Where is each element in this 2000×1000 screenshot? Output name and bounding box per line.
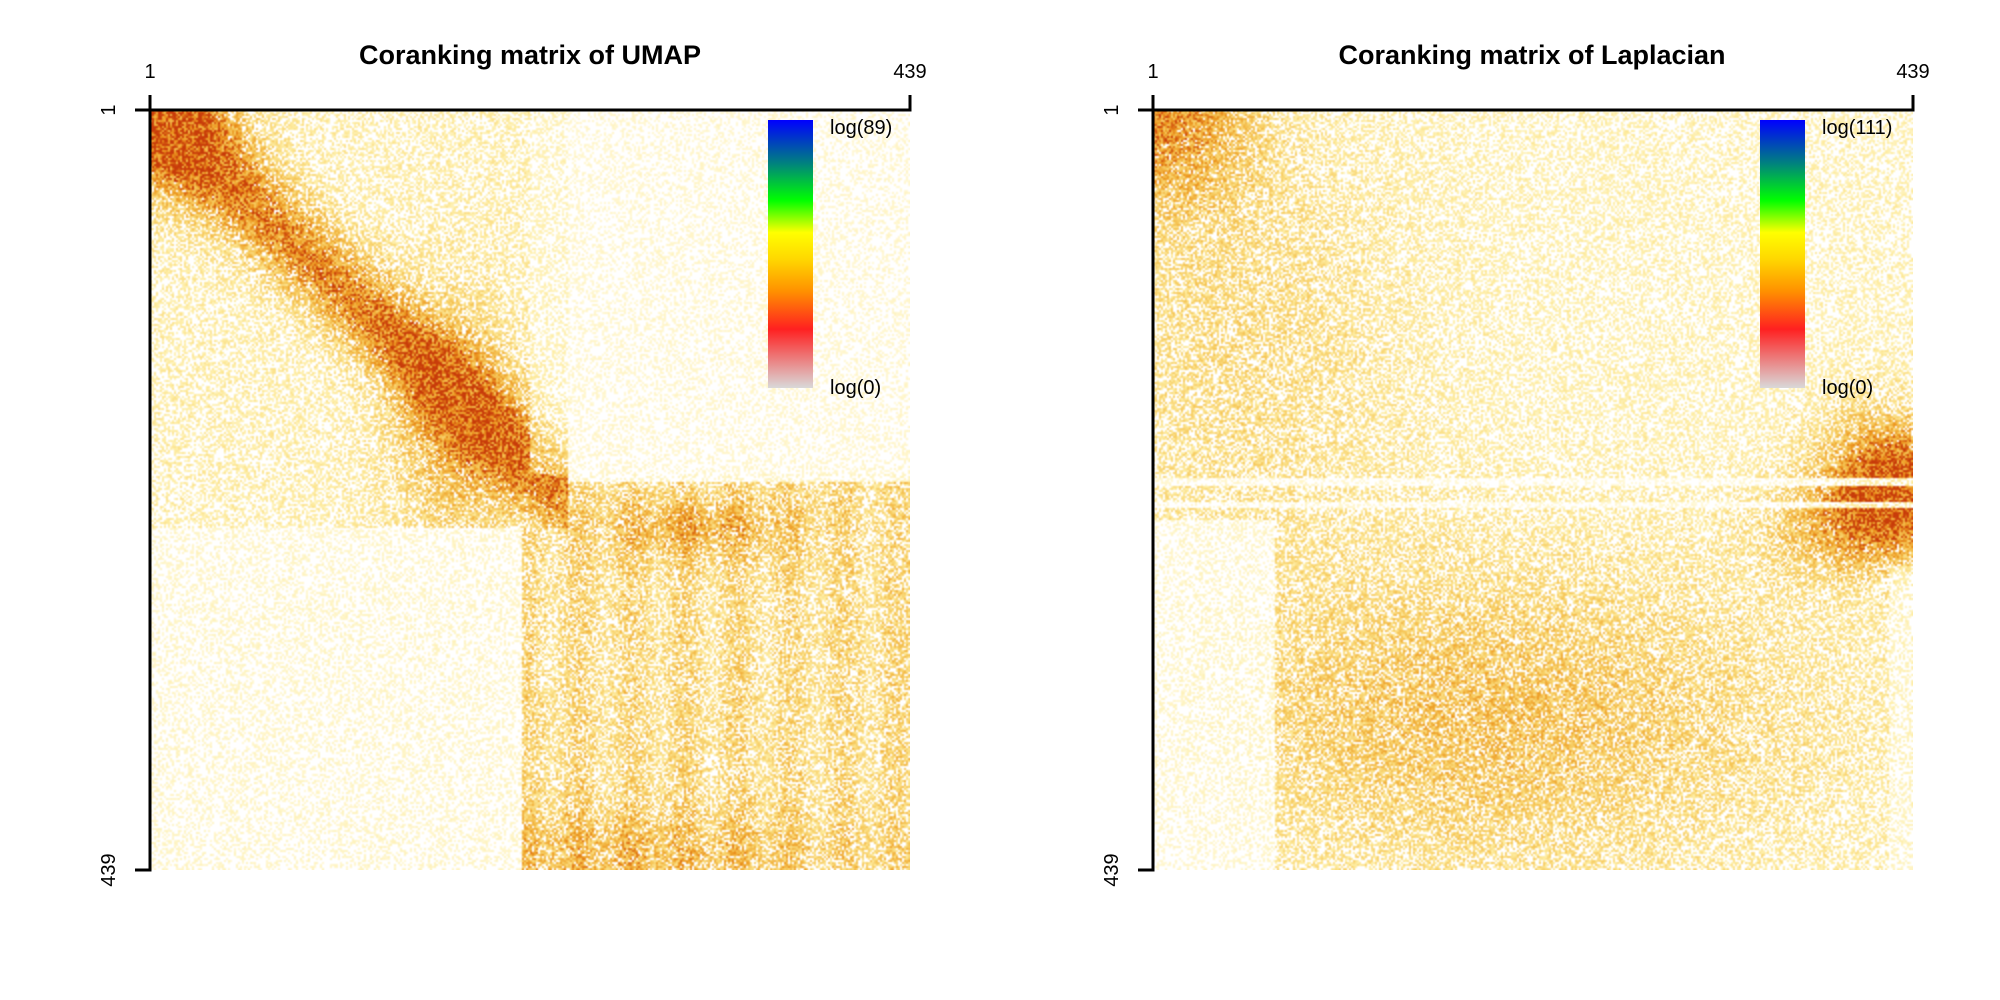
x-tick-label-start: 1 [1147, 61, 1158, 83]
x-axis-top [1151, 95, 1915, 112]
x-tick-label-end: 439 [1896, 61, 1929, 83]
colorbar: log(89) log(0) [768, 117, 892, 399]
y-axis-left [135, 108, 152, 872]
colorbar: log(111) log(0) [1760, 117, 1892, 399]
y-tick-label-end: 439 [1101, 853, 1123, 886]
colorbar-min-label: log(0) [1822, 377, 1873, 399]
chart-title: Coranking matrix of UMAP [359, 40, 701, 70]
panel-umap: Coranking matrix of UMAP 1 439 1 439 log… [98, 40, 927, 887]
colorbar-gradient [768, 120, 813, 388]
y-tick-label-end: 439 [98, 853, 120, 886]
chart-title: Coranking matrix of Laplacian [1338, 40, 1725, 70]
colorbar-min-label: log(0) [830, 377, 881, 399]
panel-laplacian: Coranking matrix of Laplacian 1 439 1 43… [1101, 40, 1930, 887]
colorbar-max-label: log(111) [1822, 117, 1892, 139]
x-axis-top [148, 95, 912, 112]
y-tick-label-start: 1 [1101, 104, 1123, 115]
colorbar-max-label: log(89) [830, 117, 892, 139]
colorbar-gradient [1760, 120, 1805, 388]
y-axis-left [1138, 108, 1155, 872]
x-tick-label-end: 439 [893, 61, 926, 83]
y-tick-label-start: 1 [98, 104, 120, 115]
x-tick-label-start: 1 [144, 61, 155, 83]
